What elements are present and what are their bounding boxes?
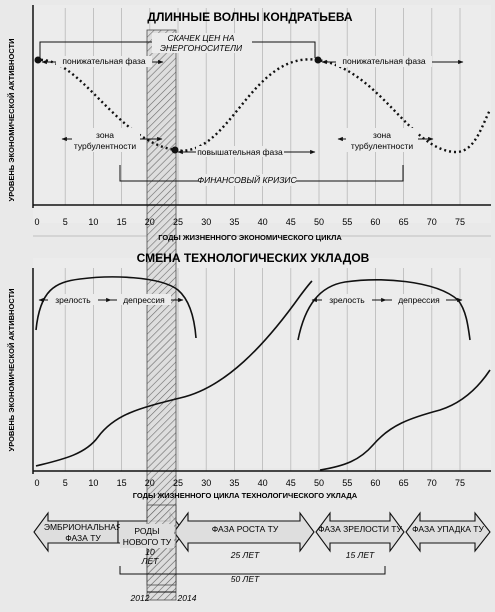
turbulence-zone-label-1a: зона [96,130,114,140]
top-tick-label: 40 [258,217,268,227]
bottom-tick-label: 45 [286,478,296,488]
decline-phase-arrow [405,511,491,553]
maturity-label-1: зрелость [55,295,91,305]
bottom-tick-label: 0 [34,478,39,488]
mode-growth-curve-2 [319,369,491,471]
top-x-axis-label: ГОДЫ ЖИЗНЕННОГО ЭКОНОМИЧЕСКОГО ЦИКЛА [158,233,342,242]
bottom-tick-label: 5 [63,478,68,488]
wave-peak-marker-1 [34,56,42,64]
bottom-plot-area [33,258,491,468]
year-end-label: 2014 [177,593,197,603]
bottom-tick-label: 25 [173,478,183,488]
kondratiev-wave-curve [35,58,492,154]
top-tick-label: 5 [63,217,68,227]
bottom-tick-label: 75 [455,478,465,488]
bottom-tick-label: 70 [427,478,437,488]
fifty-years-label: 50 ЛЕТ [231,574,260,584]
bottom-tick-label: 10 [88,478,98,488]
wave-peak-marker-2 [314,56,322,64]
price-jump-label-bg [152,33,252,53]
bottom-tick-label: 20 [145,478,155,488]
bottom-x-axis-label: ГОДЫ ЖИЗНЕННОГО ЦИКЛА ТЕХНОЛОГИЧЕСКОГО У… [133,491,358,500]
top-y-axis-label: УРОВЕНЬ ЭКОНОМИЧЕСКОЙ АКТИВНОСТИ [7,39,16,202]
financial-crisis-label-bg [198,174,296,186]
bottom-tick-label: 60 [370,478,380,488]
top-tick-label: 70 [427,217,437,227]
embryo-phase-arrow [33,511,119,553]
turbulence-zone-label-bg-2 [346,128,418,152]
bottom-y-axis-label: УРОВЕНЬ ЭКОНОМИЧЕСКОЙ АКТИВНОСТИ [7,289,16,452]
year-start-label: 2012 [130,593,150,603]
growth-phase-arrow [173,511,315,553]
top-tick-label: 10 [88,217,98,227]
up-phase-label-bg [196,146,284,157]
down-phase-label-bg-1 [56,56,152,67]
bottom-chart-title: СМЕНА ТЕХНОЛОГИЧЕСКИХ УКЛАДОВ [137,251,370,265]
down-phase-label-2: понижательная фаза [342,56,426,66]
birth-phase-years-unit: ЛЕТ [141,556,159,566]
top-plot-area [33,5,491,223]
maturity-phase-years: 15 ЛЕТ [346,550,375,560]
embryo-phase-label-1: ЭМБРИОНАЛЬНАЯ [44,522,122,532]
price-jump-label-line2: ЭНЕРГОНОСИТЕЛИ [160,43,243,53]
birth-phase-label-1: РОДЫ [134,526,159,536]
bottom-tick-labels: 0 5 10 15 20 25 30 35 40 45 50 55 60 65 70 75 [34,478,465,488]
turbulence-zone-label-1b: турбулентности [74,141,136,151]
up-phase-label: повышательная фаза [197,147,283,157]
growth-phase-label: ФАЗА РОСТА ТУ [212,524,279,534]
bottom-tick-label: 30 [201,478,211,488]
top-tick-label: 55 [342,217,352,227]
maturity-phase-label: ФАЗА ЗРЕЛОСТИ ТУ [318,524,402,534]
top-tick-label: 15 [117,217,127,227]
depression-label-bg-1 [117,294,171,305]
turbulence-zone-label-2b: турбулентности [351,141,413,151]
top-tick-label: 75 [455,217,465,227]
birth-phase-years: 10 [145,547,155,557]
top-tick-label: 30 [201,217,211,227]
birth-phase-label-bg [120,524,174,548]
embryo-phase-label-2: ФАЗА ТУ [65,533,101,543]
top-tick-label: 35 [229,217,239,227]
bottom-tick-label: 55 [342,478,352,488]
top-tick-label: 65 [399,217,409,227]
bottom-tick-label: 35 [229,478,239,488]
growth-phase-years: 25 ЛЕТ [230,550,260,560]
top-tick-label: 25 [173,217,183,227]
bottom-tick-label: 15 [117,478,127,488]
bottom-tick-label: 40 [258,478,268,488]
down-phase-label-bg-2 [336,56,432,67]
turbulence-zone-label-2a: зона [373,130,391,140]
first-mode-bell-curve [35,276,197,339]
financial-crisis-label: ФИНАНСОВЫЙ КРИЗИС [197,174,297,185]
bottom-tick-label: 50 [314,478,324,488]
depression-label-1: депрессия [123,295,165,305]
mode-growth-curve-1 [35,280,313,467]
wave-trough-marker [171,146,179,154]
decline-phase-label: ФАЗА УПАДКА ТУ [412,524,484,534]
bottom-tick-label: 65 [399,478,409,488]
fifty-years-bracket [119,566,386,575]
top-tick-labels: 0 5 10 15 20 25 30 35 40 45 50 55 60 65 70 75 [34,217,465,227]
down-phase-label-1: понижательная фаза [62,56,146,66]
maturity-label-2: зрелость [329,295,365,305]
top-tick-label: 50 [314,217,324,227]
maturity-phase-arrow [315,511,405,553]
top-tick-label: 60 [370,217,380,227]
top-chart-title: ДЛИННЫЕ ВОЛНЫ КОНДРАТЬЕВА [147,10,353,24]
birth-phase-label-2: НОВОГО ТУ [123,537,172,547]
depression-label-2: депрессия [398,295,440,305]
turbulence-zone-label-bg-1 [72,128,140,152]
top-tick-label: 20 [145,217,155,227]
depression-label-bg-2 [392,294,446,305]
maturity-label-bg-2 [322,294,372,305]
top-tick-label: 45 [286,217,296,227]
maturity-label-bg-1 [48,294,98,305]
top-tick-label: 0 [34,217,39,227]
price-jump-label-line1: СКАЧЕК ЦЕН НА [168,33,235,43]
